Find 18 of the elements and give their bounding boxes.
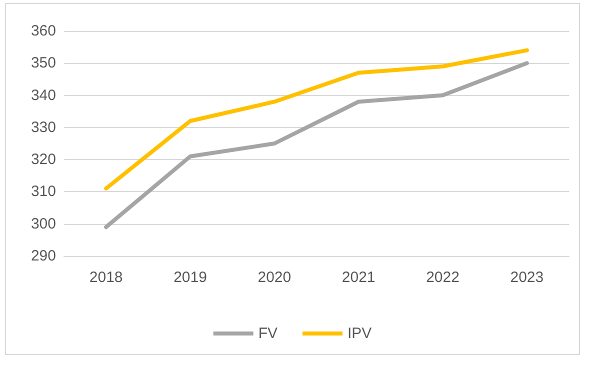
y-tick-label: 360 — [30, 22, 56, 40]
x-tick-label: 2021 — [342, 269, 376, 286]
x-tick-label: 2022 — [426, 269, 460, 286]
y-tick-label: 290 — [30, 248, 56, 264]
legend-label: FV — [258, 325, 278, 342]
line-series — [104, 61, 529, 230]
y-tick-label: 310 — [30, 183, 56, 200]
x-tick-label: 2020 — [258, 269, 292, 286]
y-tick-label: 330 — [30, 118, 56, 136]
y-tick-label: 340 — [30, 86, 56, 104]
x-tick-label: 2018 — [89, 269, 123, 286]
x-tick-label: 2023 — [510, 269, 544, 286]
legend-label: IPV — [347, 325, 372, 342]
x-tick-label: 2019 — [174, 269, 207, 286]
line-series — [104, 48, 529, 190]
y-tick-label: 300 — [30, 215, 56, 232]
y-tick-label: 350 — [30, 54, 56, 72]
y-tick-label: 320 — [30, 151, 56, 168]
